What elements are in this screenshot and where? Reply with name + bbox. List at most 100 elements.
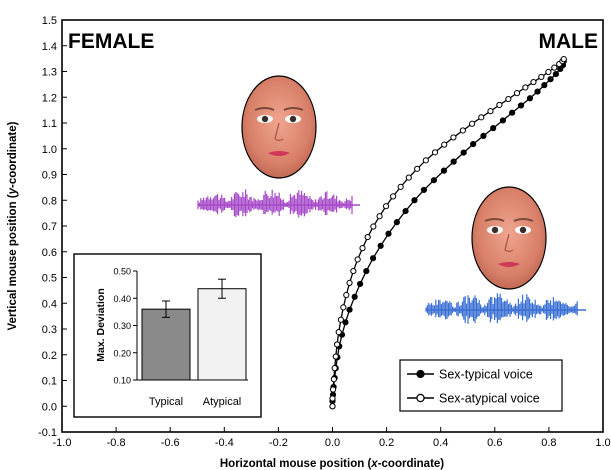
series-point-atypical bbox=[335, 328, 342, 336]
y-tick-label: 0.8 bbox=[42, 195, 57, 207]
series-point-typical bbox=[342, 319, 349, 326]
y-tick-label: 1.5 bbox=[42, 15, 57, 27]
series-point-typical bbox=[480, 132, 487, 139]
series-point-atypical bbox=[350, 267, 357, 275]
series-point-atypical bbox=[478, 114, 485, 121]
y-tick-label: 0.6 bbox=[42, 247, 57, 259]
x-tick-label: -0.2 bbox=[269, 437, 288, 449]
series-point-typical bbox=[411, 197, 418, 204]
male-voice-waveform bbox=[425, 293, 586, 324]
series-point-atypical bbox=[513, 90, 521, 97]
x-tick-label: -0.6 bbox=[161, 437, 180, 449]
x-tick-label: 1.0 bbox=[595, 437, 610, 449]
series-point-atypical bbox=[405, 174, 412, 181]
x-tick-label: -0.4 bbox=[215, 437, 234, 449]
series-point-atypical bbox=[450, 134, 457, 141]
series-point-typical bbox=[440, 167, 448, 174]
series-point-atypical bbox=[560, 56, 567, 63]
series-point-typical bbox=[450, 158, 457, 165]
series-point-atypical bbox=[343, 291, 350, 299]
x-axis-ticks: -1.0 -0.8 -0.6 -0.4 -0.2 0.0 0.2 0.4 0.6 0.8 1.0 bbox=[53, 427, 611, 449]
series-point-atypical bbox=[397, 183, 404, 190]
y-tick-label: 0.9 bbox=[42, 170, 57, 182]
x-tick-label: 0.8 bbox=[541, 437, 556, 449]
x-axis-title-part-2: x bbox=[370, 458, 378, 470]
y-tick-label: 0.1 bbox=[42, 376, 57, 388]
series-point-typical bbox=[377, 242, 384, 249]
legend-marker-typical bbox=[416, 369, 425, 379]
legend-label-atypical: Sex-atypical voice bbox=[439, 392, 540, 406]
male-target-label: MALE bbox=[539, 30, 599, 53]
female-target-label: FEMALE bbox=[68, 30, 154, 53]
y-tick-label: 0.0 bbox=[42, 401, 57, 413]
y-tick-label: 1.0 bbox=[42, 144, 57, 156]
series-point-typical bbox=[547, 76, 554, 83]
series-point-atypical bbox=[333, 341, 341, 348]
x-tick-label: -1.0 bbox=[53, 437, 72, 449]
y-tick-label: 1.1 bbox=[42, 118, 57, 130]
series-point-atypical bbox=[337, 316, 344, 323]
series-point-atypical bbox=[431, 149, 439, 156]
series-point-atypical bbox=[487, 108, 494, 115]
series-point-typical bbox=[534, 88, 541, 95]
series-point-typical bbox=[356, 280, 364, 288]
y-axis-title-part-2: y bbox=[7, 187, 19, 195]
inset-category-label: Typical bbox=[149, 396, 183, 408]
x-axis-title-part-1: Horizontal mouse position ( bbox=[220, 458, 372, 470]
series-point-atypical bbox=[370, 223, 377, 230]
y-tick-label: 0.5 bbox=[42, 273, 57, 285]
x-tick-label: 0.2 bbox=[379, 437, 394, 449]
series-point-typical bbox=[517, 102, 525, 109]
y-tick-label: -0.1 bbox=[38, 427, 57, 439]
legend-marker-atypical bbox=[416, 393, 425, 403]
x-tick-label: 0.6 bbox=[487, 437, 502, 449]
series-point-atypical bbox=[551, 64, 558, 71]
trajectory-series bbox=[329, 56, 567, 410]
female-voice-waveform bbox=[197, 189, 360, 218]
series-point-atypical bbox=[414, 165, 421, 172]
series-point-atypical bbox=[522, 84, 529, 91]
series-point-typical bbox=[393, 219, 400, 226]
y-tick-label: 0.2 bbox=[42, 350, 57, 362]
inset-y-tick-label: 0.30 bbox=[113, 321, 131, 331]
series-point-atypical bbox=[468, 120, 476, 127]
inset-bars: Typical Atypical bbox=[141, 278, 247, 408]
series-point-atypical bbox=[329, 395, 336, 402]
series-point-atypical bbox=[332, 353, 339, 360]
y-axis-title: Vertical mouse position (y-coordinate) bbox=[7, 121, 19, 330]
series-point-atypical bbox=[422, 157, 429, 164]
inset-bar-atypical bbox=[197, 288, 247, 381]
series-point-atypical bbox=[530, 78, 537, 86]
series-point-typical bbox=[526, 95, 534, 102]
series-point-atypical bbox=[329, 386, 337, 393]
series-point-atypical bbox=[545, 68, 552, 76]
series-point-typical bbox=[430, 177, 438, 184]
inset-y-axis-title: Max. Deviation bbox=[95, 288, 107, 362]
series-point-typical bbox=[369, 255, 377, 262]
y-tick-label: 1.3 bbox=[42, 67, 57, 79]
series-point-atypical bbox=[496, 101, 503, 109]
series-point-typical bbox=[385, 230, 392, 237]
inset-y-tick-label: 0.40 bbox=[113, 294, 131, 304]
inset-category-label: Atypical bbox=[203, 396, 242, 408]
inset-bar-chart: Max. Deviation 0.10 0.20 0.30 0.40 0.50 Typi… bbox=[73, 253, 262, 418]
legend: Sex-typical voice Sex-atypical voice bbox=[399, 359, 563, 412]
series-point-atypical bbox=[346, 279, 353, 287]
male-face-image bbox=[471, 186, 547, 290]
series-point-atypical bbox=[459, 127, 466, 134]
series-point-typical bbox=[346, 306, 353, 313]
y-axis-title-part-1: Vertical mouse position ( bbox=[7, 194, 19, 330]
series-point-atypical bbox=[538, 73, 545, 81]
series-point-typical bbox=[460, 149, 467, 156]
y-tick-label: 0.4 bbox=[42, 298, 57, 310]
series-point-typical bbox=[351, 293, 358, 300]
female-face-image bbox=[241, 75, 317, 179]
series-point-typical bbox=[541, 82, 548, 89]
inset-y-tick-label: 0.10 bbox=[113, 376, 131, 386]
series-point-atypical bbox=[389, 193, 397, 200]
series-point-atypical bbox=[364, 233, 371, 241]
series-point-typical bbox=[363, 267, 370, 275]
series-point-atypical bbox=[441, 141, 448, 148]
series-point-typical bbox=[420, 186, 428, 194]
